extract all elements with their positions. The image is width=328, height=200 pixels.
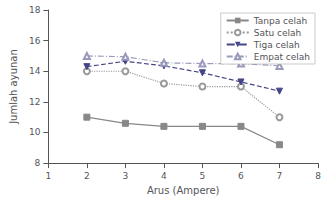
svg-text:Arus (Ampere): Arus (Ampere) <box>147 185 220 196</box>
svg-text:18: 18 <box>29 5 41 15</box>
svg-text:Tiga celah: Tiga celah <box>253 40 300 50</box>
svg-text:14: 14 <box>29 66 41 76</box>
svg-text:7: 7 <box>277 171 283 181</box>
svg-text:5: 5 <box>200 171 206 181</box>
svg-text:12: 12 <box>29 97 40 107</box>
svg-text:4: 4 <box>161 171 167 181</box>
svg-text:3: 3 <box>123 171 129 181</box>
svg-text:Jumlah ayunan: Jumlah ayunan <box>8 49 19 125</box>
svg-text:16: 16 <box>29 36 41 46</box>
svg-text:Tanpa celah: Tanpa celah <box>253 16 308 26</box>
svg-text:2: 2 <box>84 171 90 181</box>
svg-text:Satu celah: Satu celah <box>254 28 302 38</box>
svg-text:Empat celah: Empat celah <box>254 52 310 62</box>
svg-text:8: 8 <box>315 171 321 181</box>
svg-text:8: 8 <box>35 158 41 168</box>
svg-text:10: 10 <box>29 127 41 137</box>
svg-text:6: 6 <box>238 171 244 181</box>
svg-text:1: 1 <box>45 171 51 181</box>
